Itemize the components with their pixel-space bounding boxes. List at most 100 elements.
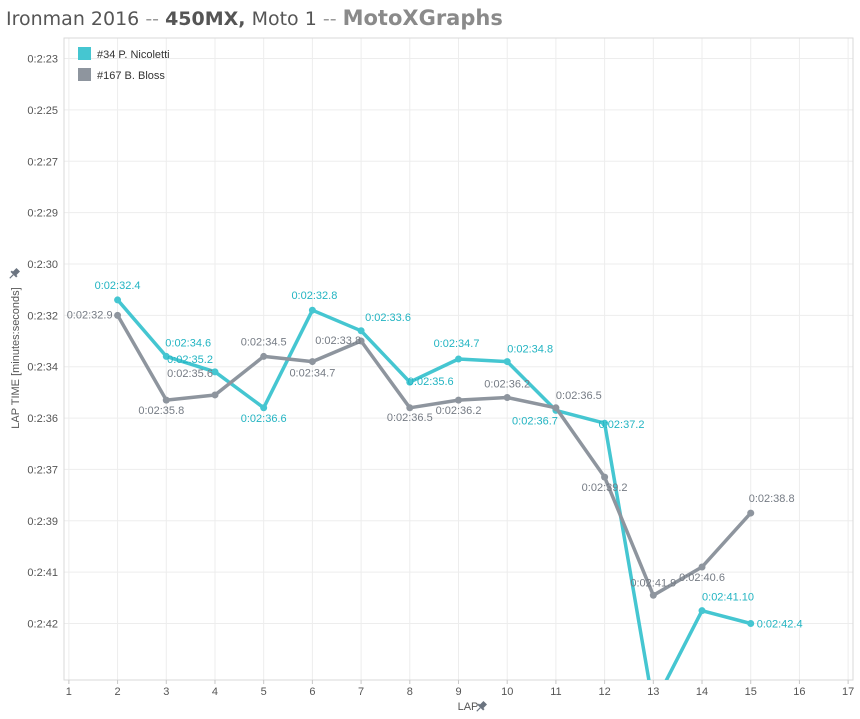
x-tick-label: 2 (115, 686, 121, 698)
data-label: 0:02:40.6 (679, 572, 725, 584)
y-tick-label: 0:2:41 (27, 567, 58, 579)
data-label: 0:02:41.10 (702, 592, 754, 604)
y-tick-label: 0:2:29 (27, 208, 58, 220)
legend-swatch[interactable] (78, 68, 91, 81)
title-brand: MotoXGraphs (342, 6, 503, 30)
series-line[interactable] (115, 298, 753, 706)
data-point[interactable] (114, 311, 122, 319)
data-label: 0:02:36.6 (241, 413, 287, 425)
y-axis-pin-icon[interactable] (7, 267, 21, 281)
data-point[interactable] (260, 404, 268, 412)
data-label: 0:02:41.9 (630, 577, 676, 589)
data-point[interactable] (260, 352, 268, 360)
data-label: 0:02:33.8 (315, 335, 361, 347)
data-point[interactable] (698, 607, 706, 615)
series-lines (114, 296, 755, 706)
data-point[interactable] (162, 352, 170, 360)
title-event: Ironman 2016 (6, 8, 140, 30)
data-point[interactable] (406, 378, 414, 386)
data-point[interactable] (455, 396, 462, 404)
legend[interactable]: #34 P. Nicoletti #167 B. Bloss (78, 47, 170, 82)
data-point[interactable] (162, 396, 170, 404)
data-point[interactable] (357, 337, 365, 345)
x-tick-label: 5 (261, 686, 267, 698)
y-tick-label: 0:2:36 (27, 413, 58, 425)
data-point[interactable] (211, 368, 219, 376)
y-tick-label: 0:2:42 (27, 619, 58, 631)
data-label: 0:02:32.4 (95, 280, 141, 292)
data-point[interactable] (747, 509, 755, 517)
axes: 1 2 3 4 5 6 7 8 9 10 11 12 13 14 15 16 170:2:230:2:250:2… (27, 54, 854, 698)
data-label: 0:02:32.9 (67, 309, 113, 321)
data-point[interactable] (503, 358, 511, 366)
data-label: 0:02:34.6 (165, 337, 211, 349)
data-label: 0:02:39.2 (582, 482, 628, 494)
data-label: 0:02:35.6 (167, 368, 213, 380)
data-point[interactable] (649, 591, 657, 599)
data-label: 0:02:36.5 (556, 390, 602, 402)
legend-label[interactable]: #167 B. Bloss (97, 70, 165, 82)
y-tick-label: 0:2:39 (27, 516, 58, 528)
title-separator: -- (145, 8, 160, 30)
x-tick-label: 17 (842, 686, 854, 698)
data-point[interactable] (601, 473, 609, 481)
data-point[interactable] (211, 391, 219, 399)
data-point[interactable] (503, 394, 511, 402)
data-point[interactable] (747, 620, 755, 628)
chart-title: Ironman 2016 -- 450MX, Moto 1 -- MotoXGr… (6, 6, 503, 30)
data-point[interactable] (357, 327, 365, 335)
data-point[interactable] (308, 358, 316, 366)
x-tick-label: 16 (793, 686, 805, 698)
y-tick-label: 0:2:23 (27, 54, 58, 66)
data-label: 0:02:35.6 (408, 376, 454, 388)
data-label: 0:02:33.6 (365, 312, 411, 324)
data-label: 0:02:34.5 (241, 336, 287, 348)
series-line[interactable] (115, 313, 753, 598)
x-tick-label: 9 (455, 686, 461, 698)
data-label: 0:02:32.8 (291, 290, 337, 302)
y-tick-label: 0:2:37 (27, 464, 58, 476)
data-label: 0:02:36.2 (436, 405, 482, 417)
legend-label[interactable]: #34 P. Nicoletti (97, 49, 170, 61)
title-moto: Moto 1 (251, 8, 317, 30)
data-label: 0:02:36.2 (484, 379, 530, 391)
data-point[interactable] (308, 306, 316, 314)
x-tick-label: 11 (550, 686, 561, 698)
data-point[interactable] (455, 355, 462, 363)
y-tick-label: 0:2:32 (27, 310, 58, 322)
y-tick-label: 0:2:25 (27, 105, 58, 117)
title-class: 450MX, (165, 8, 246, 30)
x-tick-label: 13 (647, 686, 659, 698)
x-tick-label: 12 (598, 686, 610, 698)
data-point[interactable] (406, 404, 414, 412)
x-tick-label: 7 (358, 686, 364, 698)
x-axis-title: LAP (458, 701, 479, 713)
data-label: 0:02:36.7 (512, 415, 558, 427)
data-point[interactable] (698, 563, 706, 571)
x-tick-label: 3 (163, 686, 169, 698)
y-tick-label: 0:2:30 (27, 259, 58, 271)
data-label: 0:02:35.8 (138, 405, 184, 417)
y-tick-label: 0:2:27 (27, 156, 58, 168)
y-axis-title: LAP TIME [minutes:seconds] (10, 287, 22, 428)
x-tick-label: 1 (66, 686, 72, 698)
x-tick-label: 8 (407, 686, 413, 698)
data-point[interactable] (601, 419, 609, 427)
x-tick-label: 10 (501, 686, 513, 698)
y-tick-label: 0:2:34 (27, 362, 58, 374)
data-label: 0:02:34.8 (507, 344, 553, 356)
data-label: 0:02:36.5 (387, 412, 433, 424)
data-label: 0:02:34.7 (434, 338, 480, 350)
data-label: 0:02:37.2 (599, 419, 645, 431)
x-tick-label: 6 (309, 686, 315, 698)
data-point[interactable] (552, 404, 560, 412)
x-axis-pin-icon[interactable] (474, 700, 488, 714)
legend-swatch[interactable] (78, 47, 91, 60)
data-point[interactable] (114, 296, 122, 304)
data-labels: 0:02:32.4 0:02:34.6 0:02:35.2 0:02:36.6 0:02… (67, 280, 803, 631)
data-label: 0:02:35.2 (167, 354, 213, 366)
data-label: 0:02:34.7 (289, 368, 335, 380)
title-separator: -- (322, 8, 337, 30)
